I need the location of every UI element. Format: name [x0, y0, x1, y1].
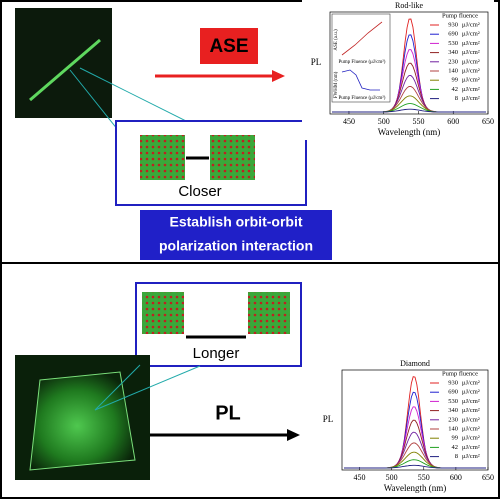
spectrum: [344, 464, 486, 469]
rod-micrograph: [15, 8, 112, 118]
legend-value: 140: [448, 425, 458, 432]
legend-value: 42: [452, 444, 459, 451]
legend-unit: μJ/cm²: [462, 435, 480, 442]
inset-label: ASE (a.u.): [334, 29, 339, 51]
legend-value: 690: [448, 389, 458, 396]
spectrum: [332, 108, 486, 113]
legend-value: 340: [448, 407, 458, 414]
legend-unit: μJ/cm²: [462, 67, 480, 74]
legend-unit: μJ/cm²: [462, 398, 480, 405]
legend-value: 930: [448, 21, 458, 28]
arrowhead: [272, 70, 285, 82]
cube: [210, 135, 255, 180]
y-label: PL: [311, 57, 322, 67]
x-label: Wavelength (nm): [378, 127, 441, 137]
legend-value: 99: [452, 435, 459, 442]
interaction-box: [140, 210, 332, 260]
cube: [140, 135, 185, 180]
x-tick-label: 450: [354, 473, 366, 482]
chart-background: [314, 358, 494, 496]
diamond: [29, 371, 136, 471]
inset: [331, 13, 391, 103]
spectrum-chart: Diamond PL Wavelength (nm) 450 500 550 600 650 P…: [314, 358, 494, 496]
legend-unit: μJ/cm²: [462, 453, 480, 460]
legend-value: 8: [455, 453, 458, 460]
legend-value: 8: [455, 95, 458, 102]
x-tick-label: 550: [412, 117, 424, 126]
x-tick-label: 600: [447, 117, 459, 126]
legend-unit: μJ/cm²: [462, 58, 480, 65]
ase-box: [200, 28, 258, 64]
legend-title: Pump fluence: [442, 12, 478, 19]
plot-area: [341, 369, 489, 471]
arrowhead: [287, 429, 300, 441]
cube: [142, 292, 184, 334]
legend-value: 42: [452, 86, 459, 93]
legend-value: 530: [448, 40, 458, 47]
longer-label: Longer: [193, 345, 240, 362]
legend-unit: μJ/cm²: [462, 77, 480, 84]
cube: [248, 292, 290, 334]
legend-unit: μJ/cm²: [462, 86, 480, 93]
legend-unit: μJ/cm²: [462, 95, 480, 102]
legend-title: Pump fluence: [442, 370, 478, 377]
zoom-line: [79, 67, 201, 129]
rod: [29, 38, 101, 102]
inset-label: Pump Fluence (μJ/cm²): [339, 95, 386, 101]
zoom-line: [94, 365, 201, 411]
legend-unit: μJ/cm²: [462, 49, 480, 56]
x-tick-label: 550: [418, 473, 430, 482]
x-label: Wavelength (nm): [384, 483, 447, 493]
legend-unit: μJ/cm²: [462, 31, 480, 38]
legend-unit: μJ/cm²: [462, 40, 480, 47]
ase-label: ASE: [209, 36, 248, 57]
inset-trend: [341, 21, 383, 56]
pl-label: PL: [215, 402, 241, 424]
spectrum-chart: Rod-like PL Wavelength (nm) 450 500 550 600 650…: [302, 0, 494, 140]
legend-unit: μJ/cm²: [462, 444, 480, 451]
legend-value: 99: [452, 77, 459, 84]
legend-unit: μJ/cm²: [462, 389, 480, 396]
legend-value: 690: [448, 31, 458, 38]
inset-label: FWHM (nm): [334, 71, 339, 98]
closer-label: Closer: [178, 183, 221, 200]
zoom-line: [94, 364, 141, 411]
inset-trend: [341, 69, 380, 91]
y-label: PL: [323, 414, 334, 424]
x-tick-label: 650: [482, 117, 494, 126]
x-tick-label: 600: [450, 473, 462, 482]
x-tick-label: 650: [482, 473, 494, 482]
legend-unit: μJ/cm²: [462, 407, 480, 414]
x-tick-label: 500: [386, 473, 398, 482]
legend-unit: μJ/cm²: [462, 425, 480, 432]
legend-value: 230: [448, 416, 458, 423]
legend-value: 530: [448, 398, 458, 405]
legend-unit: μJ/cm²: [462, 21, 480, 28]
chart-title: Rod-like: [395, 1, 423, 10]
legend-unit: μJ/cm²: [462, 416, 480, 423]
x-tick-label: 500: [378, 117, 390, 126]
legend-value: 340: [448, 49, 458, 56]
interaction-text: Establish orbit-orbit: [170, 214, 303, 230]
legend-value: 930: [448, 379, 458, 386]
chart-title: Diamond: [400, 359, 430, 368]
legend-value: 230: [448, 58, 458, 65]
legend-unit: μJ/cm²: [462, 379, 480, 386]
zoom-line: [69, 69, 119, 131]
plot-area: [329, 11, 489, 115]
inset-label: Pump Fluence (μJ/cm²): [339, 59, 386, 65]
interaction-text: polarization interaction: [159, 238, 313, 254]
legend-value: 140: [448, 67, 458, 74]
x-tick-label: 450: [343, 117, 355, 126]
